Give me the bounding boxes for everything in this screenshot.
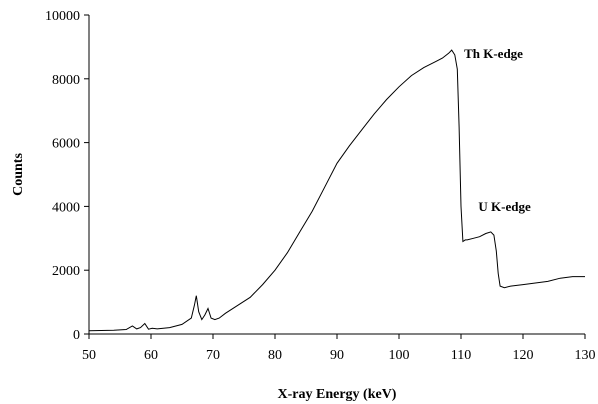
x-tick-label: 70 [206, 348, 220, 363]
annotations: Th K-edge U K-edge [464, 46, 531, 214]
x-tick-label: 100 [389, 348, 410, 363]
x-tick-label: 60 [144, 348, 158, 363]
annotation-label: Th K-edge [464, 46, 523, 61]
x-tick-label: 120 [513, 348, 534, 363]
y-tick-label: 10000 [45, 9, 80, 24]
y-tick-label: 4000 [52, 200, 80, 215]
x-axis-title: X-ray Energy (keV) [278, 387, 397, 402]
x-tick-label: 110 [451, 348, 471, 363]
x-tick-label: 80 [268, 348, 282, 363]
series-line [88, 49, 585, 332]
y-axis-ticks: 0 2000 4000 6000 8000 10000 [45, 9, 89, 343]
x-tick-label: 50 [82, 348, 96, 363]
x-tick-label: 90 [330, 348, 344, 363]
y-tick-label: 6000 [52, 137, 80, 152]
x-tick-label: 130 [575, 348, 596, 363]
x-axis-ticks: 50 60 70 80 90 100 110 120 130 [82, 334, 596, 363]
annotation-label: U K-edge [478, 199, 531, 214]
y-tick-label: 2000 [52, 264, 80, 279]
y-tick-label: 0 [73, 328, 80, 343]
y-axis-title: Counts [11, 153, 26, 196]
y-tick-label: 8000 [52, 73, 80, 88]
